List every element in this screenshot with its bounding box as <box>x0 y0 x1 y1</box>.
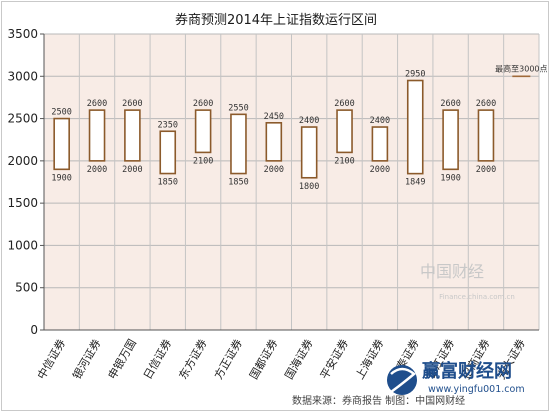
brand-name: 赢富财经网 <box>422 360 512 382</box>
y-tick-label: 2000 <box>7 154 38 168</box>
category-label: 国都证券 <box>246 337 280 382</box>
low-value-label: 2000 <box>264 165 284 175</box>
low-value-label: 1850 <box>228 178 248 188</box>
y-tick-label: 1500 <box>7 196 38 210</box>
high-value-label: 2350 <box>158 120 178 130</box>
category-label: 日信证券 <box>140 337 174 382</box>
low-value-label: 1850 <box>158 178 178 188</box>
category-label: 银河证券 <box>70 337 104 382</box>
category-label: 上海证券 <box>352 337 386 382</box>
range-bar <box>265 122 283 162</box>
low-value-label: 1849 <box>405 178 425 188</box>
source-line: 数据来源：券商报告 制图：中国网财经 <box>292 394 465 407</box>
range-bar <box>159 130 177 175</box>
category-label: 平安证券 <box>317 337 351 382</box>
low-value-label: 2000 <box>122 165 142 175</box>
brand-logo: 赢富财经网 www.yingfu001.com <box>387 360 525 395</box>
low-value-label: 2100 <box>193 156 213 166</box>
range-bar <box>53 117 70 171</box>
range-bar <box>230 113 247 175</box>
range-bar <box>442 109 459 171</box>
annotation: 最高至3000点 <box>495 63 548 78</box>
low-value-label: 1900 <box>440 173 460 183</box>
high-value-label: 2950 <box>405 70 425 80</box>
range-bar <box>194 109 212 154</box>
watermark-url: Finance.china.com.cn <box>439 293 515 301</box>
y-tick-label: 0 <box>30 323 38 337</box>
chart-title: 券商预测2014年上证指数运行区间 <box>175 12 377 28</box>
high-value-label: 2600 <box>440 99 460 109</box>
high-value-label: 2600 <box>476 99 496 109</box>
category-label: 申银万国 <box>105 337 139 382</box>
high-value-label: 2600 <box>122 99 142 109</box>
category-label: 国海证券 <box>282 337 316 382</box>
low-value-label: 2100 <box>334 156 354 166</box>
category-label: 方正证券 <box>211 337 245 382</box>
high-value-label: 2550 <box>228 103 248 113</box>
range-bar <box>336 109 353 154</box>
y-tick-label: 1000 <box>7 238 38 252</box>
y-tick-label: 3000 <box>7 69 38 83</box>
range-bar <box>371 126 389 162</box>
range-bar <box>300 126 318 179</box>
range-bar <box>477 109 495 162</box>
brand-url: www.yingfu001.com <box>428 384 525 395</box>
annotation-label: 最高至3000点 <box>495 63 547 73</box>
watermark-logo: 中国财经 <box>420 262 484 281</box>
high-value-label: 2600 <box>193 99 213 109</box>
high-value-label: 2600 <box>87 99 107 109</box>
range-bar <box>406 79 424 175</box>
low-value-label: 2000 <box>370 165 390 175</box>
globe-swoosh-icon <box>390 367 416 394</box>
high-value-label: 2600 <box>334 99 354 109</box>
range-bar <box>124 109 141 162</box>
category-label: 东方证券 <box>176 337 210 382</box>
high-value-label: 2450 <box>264 112 284 122</box>
low-value-label: 2000 <box>476 165 496 175</box>
high-value-label: 2400 <box>299 116 319 126</box>
range-bar <box>88 109 106 162</box>
y-tick-label: 500 <box>15 281 38 295</box>
high-value-label: 2500 <box>51 108 71 118</box>
y-tick-label: 3500 <box>7 27 38 41</box>
y-tick-label: 2500 <box>7 112 38 126</box>
high-value-label: 2400 <box>370 116 390 126</box>
range-bars <box>53 79 495 179</box>
watermark: 中国财经 Finance.china.com.cn <box>420 262 515 301</box>
category-label: 中信证券 <box>34 337 68 382</box>
value-labels: 2500 1900 2600 2000 2600 2000 2350 1850 2600 2100… <box>51 70 496 192</box>
low-value-label: 1800 <box>299 182 319 192</box>
axes: 0 500 1000 1500 2000 2500 3000 3500 <box>7 27 539 337</box>
low-value-label: 2000 <box>87 165 107 175</box>
low-value-label: 1900 <box>51 173 71 183</box>
